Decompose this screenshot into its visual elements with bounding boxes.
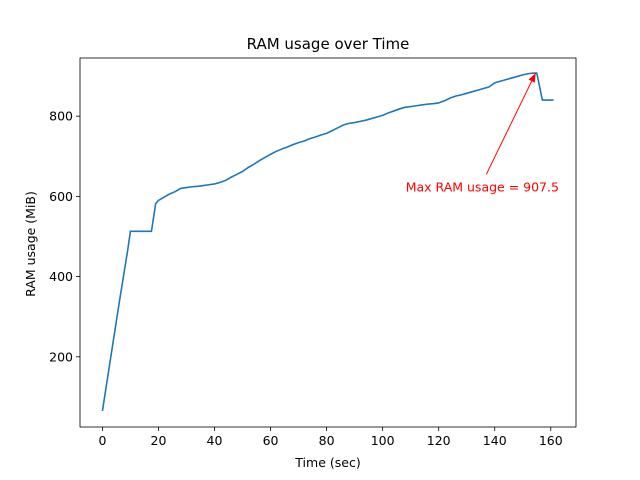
y-tick-label-800: 800 (49, 109, 73, 124)
annotation-arrow-shaft (485, 72, 537, 175)
x-tick-label-80: 80 (319, 433, 335, 448)
x-axis-label: Time (sec) (294, 455, 360, 470)
x-tick-label-120: 120 (427, 433, 451, 448)
y-axis-label: RAM usage (MiB) (23, 191, 38, 297)
x-tick-label-160: 160 (539, 433, 563, 448)
x-tick-label-60: 60 (263, 433, 279, 448)
x-tick-label-140: 140 (483, 433, 507, 448)
y-tick-label-400: 400 (49, 269, 73, 284)
series-line-0 (101, 72, 554, 412)
y-tick-label-600: 600 (49, 189, 73, 204)
axes-frame (79, 57, 577, 428)
annotation-arrow-head (528, 73, 536, 83)
plot-area: 0 20 40 60 80 100 120 140 160 200 400 600 800 Max RAM… (49, 57, 577, 448)
x-tick-label-0: 0 (98, 433, 106, 448)
x-tick-label-100: 100 (371, 433, 395, 448)
x-tick-label-20: 20 (151, 433, 167, 448)
y-tick-label-200: 200 (49, 349, 73, 364)
chart-title: RAM usage over Time (247, 35, 410, 53)
x-tick-label-40: 40 (207, 433, 223, 448)
annotation-label: Max RAM usage = 907.5 (406, 179, 559, 194)
